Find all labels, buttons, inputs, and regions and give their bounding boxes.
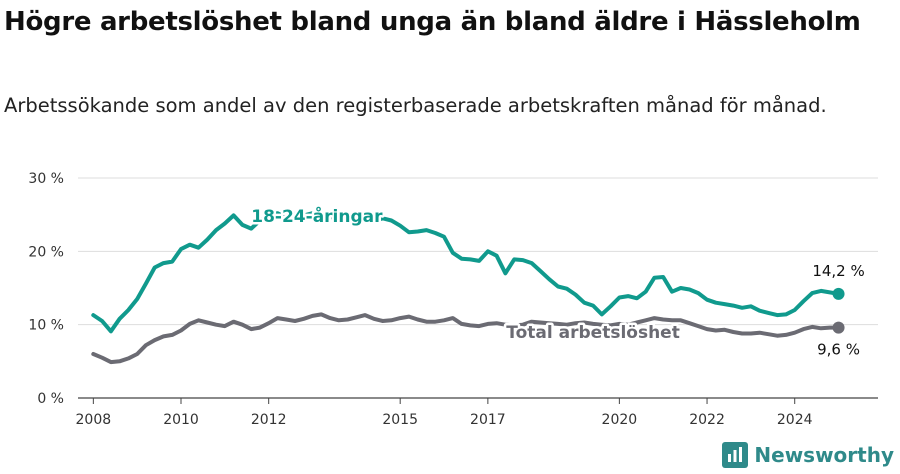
youth-end-dot xyxy=(832,287,845,300)
brand-name: Newsworthy xyxy=(754,443,894,467)
youth-series-label: 18-24-åringar xyxy=(251,205,383,227)
chart-title: Högre arbetslöshet bland unga än bland ä… xyxy=(4,7,861,37)
y-tick-label: 0 % xyxy=(37,391,64,407)
x-tick-label: 2017 xyxy=(470,412,506,428)
x-tick-label: 2012 xyxy=(251,412,287,428)
y-tick-label: 30 % xyxy=(28,171,64,187)
y-tick-label: 20 % xyxy=(28,244,64,260)
youth-series-line xyxy=(91,211,841,334)
x-tick-label: 2024 xyxy=(777,412,813,428)
x-tick-label: 2008 xyxy=(76,412,112,428)
brand: Newsworthy xyxy=(722,442,894,468)
x-tick-label: 2010 xyxy=(163,412,199,428)
bar-chart-speech-bubble-icon xyxy=(722,442,749,468)
chart-subtitle: Arbetssökande som andel av den registerb… xyxy=(4,94,827,117)
x-tick-label: 2020 xyxy=(602,412,638,428)
total-end-label: 9,6 % xyxy=(817,341,860,359)
x-tick-label: 2022 xyxy=(689,412,725,428)
youth-end-label: 14,2 % xyxy=(812,262,864,280)
total-series-label: Total arbetslöshet xyxy=(506,323,680,343)
x-tick-label: 2015 xyxy=(382,412,418,428)
total-series-line xyxy=(91,312,841,365)
y-tick-label: 10 % xyxy=(28,318,64,334)
total-end-dot xyxy=(832,321,845,334)
